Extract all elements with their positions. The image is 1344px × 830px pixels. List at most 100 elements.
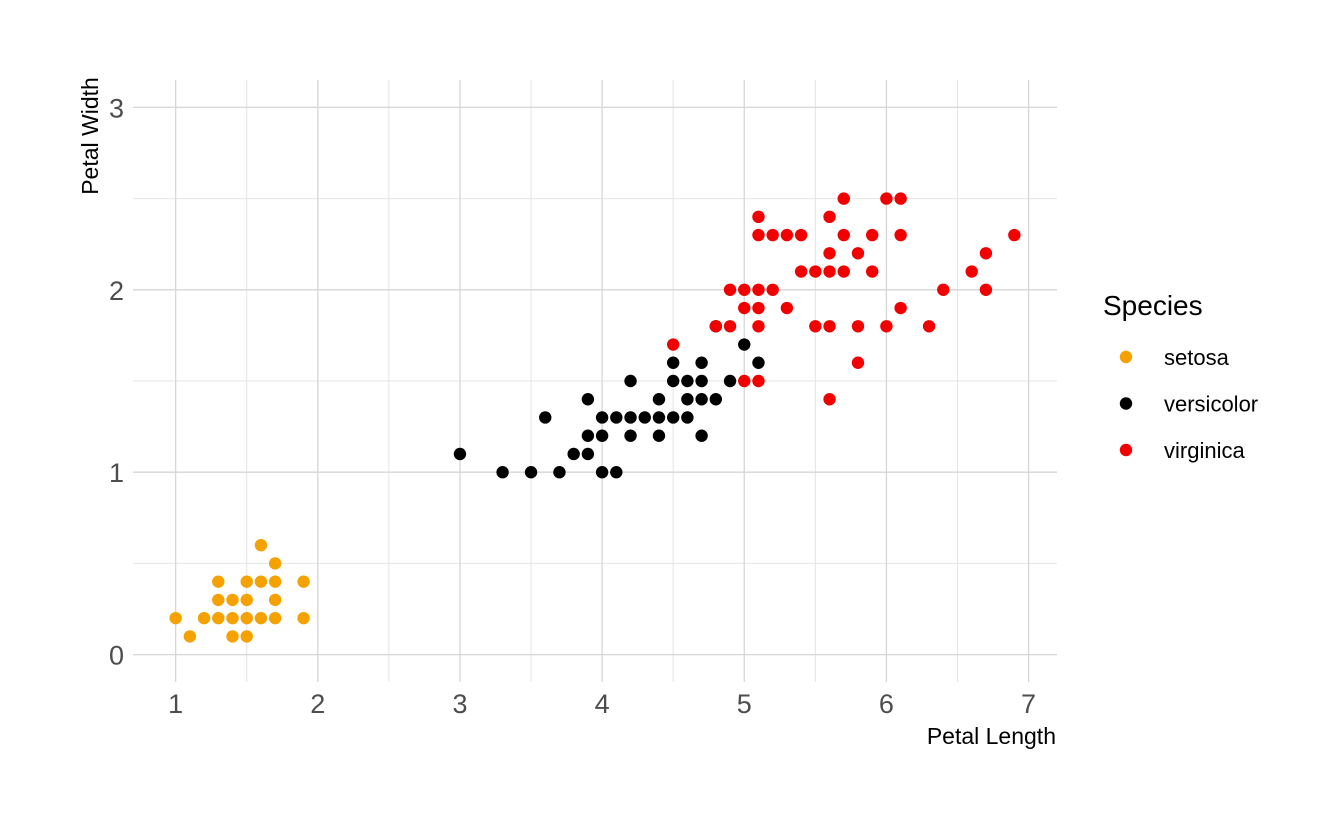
data-point — [624, 429, 637, 442]
data-point — [240, 593, 253, 607]
data-point — [212, 575, 225, 588]
data-point — [723, 283, 737, 296]
data-point — [524, 466, 538, 479]
data-point — [183, 630, 197, 643]
data-point — [723, 374, 737, 388]
data-point — [624, 374, 637, 388]
legend-item-setosa: setosa — [1119, 345, 1230, 370]
data-point — [866, 228, 879, 242]
data-point — [979, 283, 993, 296]
data-point — [752, 320, 765, 333]
x-tick-label: 2 — [310, 689, 325, 719]
data-point — [268, 557, 282, 570]
data-point — [894, 192, 907, 205]
data-point — [937, 283, 950, 296]
data-point — [851, 247, 865, 260]
data-point — [254, 611, 268, 625]
data-point — [709, 320, 723, 333]
data-point — [453, 447, 467, 461]
data-point — [823, 320, 836, 333]
data-point — [226, 593, 239, 607]
data-point — [823, 393, 836, 406]
data-point — [738, 283, 751, 296]
y-axis-ticks: 0 1 2 3 — [109, 93, 124, 670]
data-point — [823, 247, 836, 260]
legend-key — [1119, 350, 1133, 364]
legend-items: setosa versicolor virginica — [1119, 345, 1258, 463]
data-point — [169, 611, 182, 625]
data-point — [226, 611, 239, 625]
data-point — [766, 283, 779, 296]
legend-label: virginica — [1164, 438, 1245, 463]
legend: Species setosa versicolor virginica — [1103, 290, 1258, 463]
x-tick-label: 4 — [595, 689, 610, 719]
data-point — [837, 228, 850, 242]
legend-title: Species — [1103, 290, 1203, 321]
data-point — [837, 192, 850, 205]
data-point — [297, 611, 310, 625]
data-point — [695, 374, 708, 388]
data-point — [823, 265, 836, 278]
legend-label: setosa — [1164, 345, 1230, 370]
data-point — [809, 265, 822, 278]
data-point — [979, 247, 993, 260]
data-point — [624, 411, 637, 424]
data-point — [297, 575, 310, 588]
data-point — [738, 338, 751, 351]
data-point — [638, 411, 651, 424]
data-point — [752, 356, 765, 369]
data-point — [581, 447, 595, 461]
data-point — [581, 393, 595, 406]
y-tick-label: 2 — [109, 276, 124, 306]
data-point — [809, 320, 822, 333]
data-point — [212, 593, 225, 607]
data-point — [695, 356, 708, 369]
data-point — [723, 320, 737, 333]
data-point — [581, 429, 595, 442]
data-point — [610, 466, 623, 479]
data-point — [666, 356, 680, 369]
data-point — [567, 447, 580, 461]
y-tick-label: 3 — [109, 93, 124, 123]
x-axis-ticks: 1 2 3 4 5 6 7 — [168, 689, 1036, 719]
data-point — [666, 411, 680, 424]
data-point — [965, 265, 978, 278]
data-point — [780, 301, 794, 315]
data-point — [553, 466, 566, 479]
data-point — [866, 265, 879, 278]
data-points — [169, 192, 1021, 643]
data-point — [837, 265, 850, 278]
data-point — [752, 374, 765, 388]
series-setosa — [169, 538, 310, 643]
y-axis-title: Petal Width — [77, 77, 103, 195]
x-tick-label: 7 — [1021, 689, 1036, 719]
x-tick-label: 6 — [879, 689, 894, 719]
data-point — [595, 429, 609, 442]
data-point — [695, 429, 708, 442]
data-point — [738, 301, 751, 315]
y-tick-label: 1 — [109, 458, 124, 488]
data-point — [695, 393, 708, 406]
data-point — [610, 411, 623, 424]
data-point — [681, 374, 694, 388]
data-point — [496, 466, 509, 479]
data-point — [268, 575, 282, 588]
data-point — [212, 611, 225, 625]
x-tick-label: 3 — [452, 689, 467, 719]
data-point — [652, 429, 666, 442]
data-point — [681, 393, 694, 406]
data-point — [894, 228, 907, 242]
data-point — [240, 575, 253, 588]
data-point — [752, 301, 765, 315]
legend-item-virginica: virginica — [1119, 438, 1245, 463]
data-point — [794, 265, 808, 278]
x-tick-label: 1 — [168, 689, 183, 719]
data-point — [197, 611, 211, 625]
data-point — [240, 611, 253, 625]
data-point — [666, 338, 680, 351]
data-point — [752, 210, 765, 224]
data-point — [268, 593, 282, 607]
grid — [133, 80, 1057, 682]
data-point — [752, 228, 765, 242]
